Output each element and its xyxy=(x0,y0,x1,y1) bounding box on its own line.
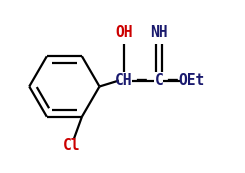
Text: OEt: OEt xyxy=(178,73,205,88)
Text: C: C xyxy=(154,73,163,88)
Text: ─: ─ xyxy=(167,73,177,88)
Text: CH: CH xyxy=(115,73,133,88)
Text: NH: NH xyxy=(150,25,168,39)
Text: ─: ─ xyxy=(136,73,146,88)
Text: OH: OH xyxy=(115,25,133,39)
Text: Cl: Cl xyxy=(63,138,80,153)
